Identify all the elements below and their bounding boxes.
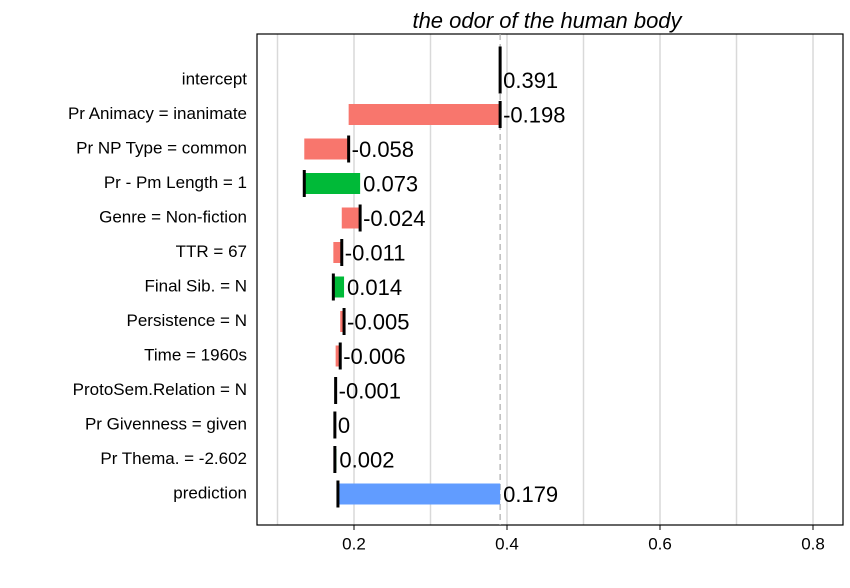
x-tick-label: 0.2	[342, 534, 366, 553]
bar	[333, 242, 342, 263]
category-label: Pr Givenness = given	[85, 414, 247, 433]
category-label: Final Sib. = N	[144, 276, 247, 295]
value-label: 0.073	[363, 171, 418, 196]
bar	[304, 173, 361, 194]
value-label: -0.006	[343, 344, 405, 369]
bar	[335, 345, 341, 367]
bar	[348, 104, 501, 125]
category-label: Pr Animacy = inanimate	[68, 104, 247, 123]
category-label: Pr NP Type = common	[76, 138, 247, 157]
chart-title: the odor of the human body	[412, 8, 683, 33]
value-label: 0	[338, 413, 350, 438]
value-label: 0.179	[503, 482, 558, 507]
bar	[337, 483, 501, 505]
bar	[340, 311, 345, 332]
category-label: prediction	[173, 483, 247, 502]
value-label: 0.391	[503, 68, 558, 93]
value-label: -0.024	[363, 206, 425, 231]
bar	[341, 207, 361, 229]
value-label: -0.198	[503, 102, 565, 127]
value-label: -0.058	[352, 137, 414, 162]
x-tick-label: 0.6	[648, 534, 672, 553]
category-label: Time = 1960s	[144, 345, 247, 364]
category-label: TTR = 67	[176, 242, 247, 261]
category-label: Pr Thema. = -2.602	[100, 449, 247, 468]
category-label: Persistence = N	[127, 311, 247, 330]
value-label: -0.005	[347, 309, 409, 334]
value-label: 0.014	[347, 275, 402, 300]
value-label: -0.011	[345, 240, 406, 265]
category-label: Genre = Non-fiction	[99, 207, 247, 226]
bar	[304, 138, 349, 160]
category-label: Pr - Pm Length = 1	[104, 173, 247, 192]
plot-frame	[256, 33, 844, 526]
value-label: 0.002	[339, 447, 394, 472]
value-label: -0.001	[339, 378, 401, 403]
category-label: intercept	[182, 69, 247, 88]
bar	[333, 276, 345, 298]
x-tick-label: 0.8	[801, 534, 825, 553]
category-label: ProtoSem.Relation = N	[73, 380, 247, 399]
x-tick-label: 0.4	[495, 534, 519, 553]
